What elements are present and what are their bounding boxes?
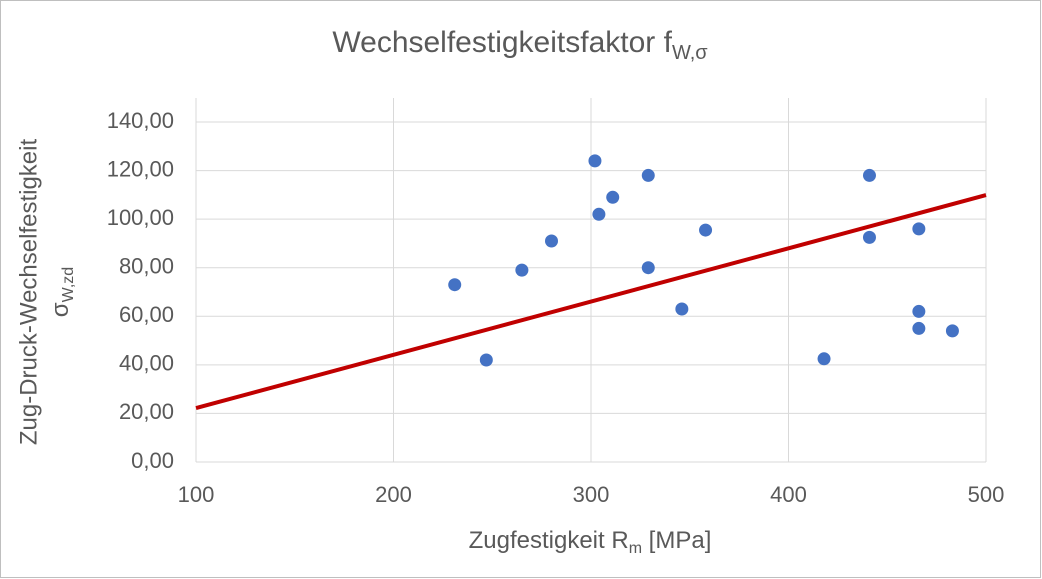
y-tick-label: 20,00 bbox=[119, 399, 174, 424]
y-label-symbol: σ bbox=[47, 302, 74, 317]
title-subscript: W,σ bbox=[672, 42, 708, 64]
y-tick-label: 80,00 bbox=[119, 254, 174, 279]
data-point bbox=[515, 263, 529, 277]
y-tick-label: 40,00 bbox=[119, 351, 174, 376]
y-axis-title: Zug-Druck-Wechselfestigkeit bbox=[15, 139, 42, 446]
data-point bbox=[912, 222, 926, 236]
y-tick-label: 60,00 bbox=[119, 302, 174, 327]
data-point bbox=[945, 324, 959, 338]
x-label-subscript: m bbox=[629, 540, 642, 557]
data-point bbox=[448, 278, 462, 292]
data-point bbox=[588, 154, 602, 168]
title-text: Wechselfestigkeitsfaktor f bbox=[332, 26, 672, 59]
data-point bbox=[479, 353, 493, 367]
y-tick-label: 140,00 bbox=[107, 108, 174, 133]
data-point bbox=[606, 190, 620, 204]
y-axis-symbol: σW,zd bbox=[47, 267, 77, 317]
data-point bbox=[641, 168, 655, 182]
data-point bbox=[912, 304, 926, 318]
data-point bbox=[912, 321, 926, 335]
y-tick-label: 0,00 bbox=[131, 448, 174, 473]
data-point bbox=[592, 207, 606, 221]
data-point bbox=[699, 223, 713, 237]
data-point bbox=[862, 230, 876, 244]
x-tick-label: 500 bbox=[968, 482, 1005, 507]
data-point bbox=[641, 261, 655, 275]
chart-title: Wechselfestigkeitsfaktor fW,σ bbox=[332, 26, 708, 64]
y-tick-label: 120,00 bbox=[107, 156, 174, 181]
x-label-text: Zugfestigkeit R bbox=[469, 527, 629, 554]
y-tick-label: 100,00 bbox=[107, 205, 174, 230]
data-point bbox=[817, 352, 831, 366]
x-tick-label: 200 bbox=[375, 482, 412, 507]
x-label-suffix: [MPa] bbox=[642, 527, 711, 554]
y-label-subscript: W,zd bbox=[60, 267, 77, 303]
data-point bbox=[862, 168, 876, 182]
x-tick-label: 300 bbox=[573, 482, 610, 507]
trendline bbox=[195, 193, 987, 411]
data-point bbox=[545, 234, 558, 248]
x-tick-label: 400 bbox=[770, 482, 807, 507]
data-point bbox=[675, 302, 689, 316]
x-axis-title: Zugfestigkeit Rm [MPa] bbox=[469, 527, 712, 557]
x-tick-label: 100 bbox=[178, 482, 215, 507]
